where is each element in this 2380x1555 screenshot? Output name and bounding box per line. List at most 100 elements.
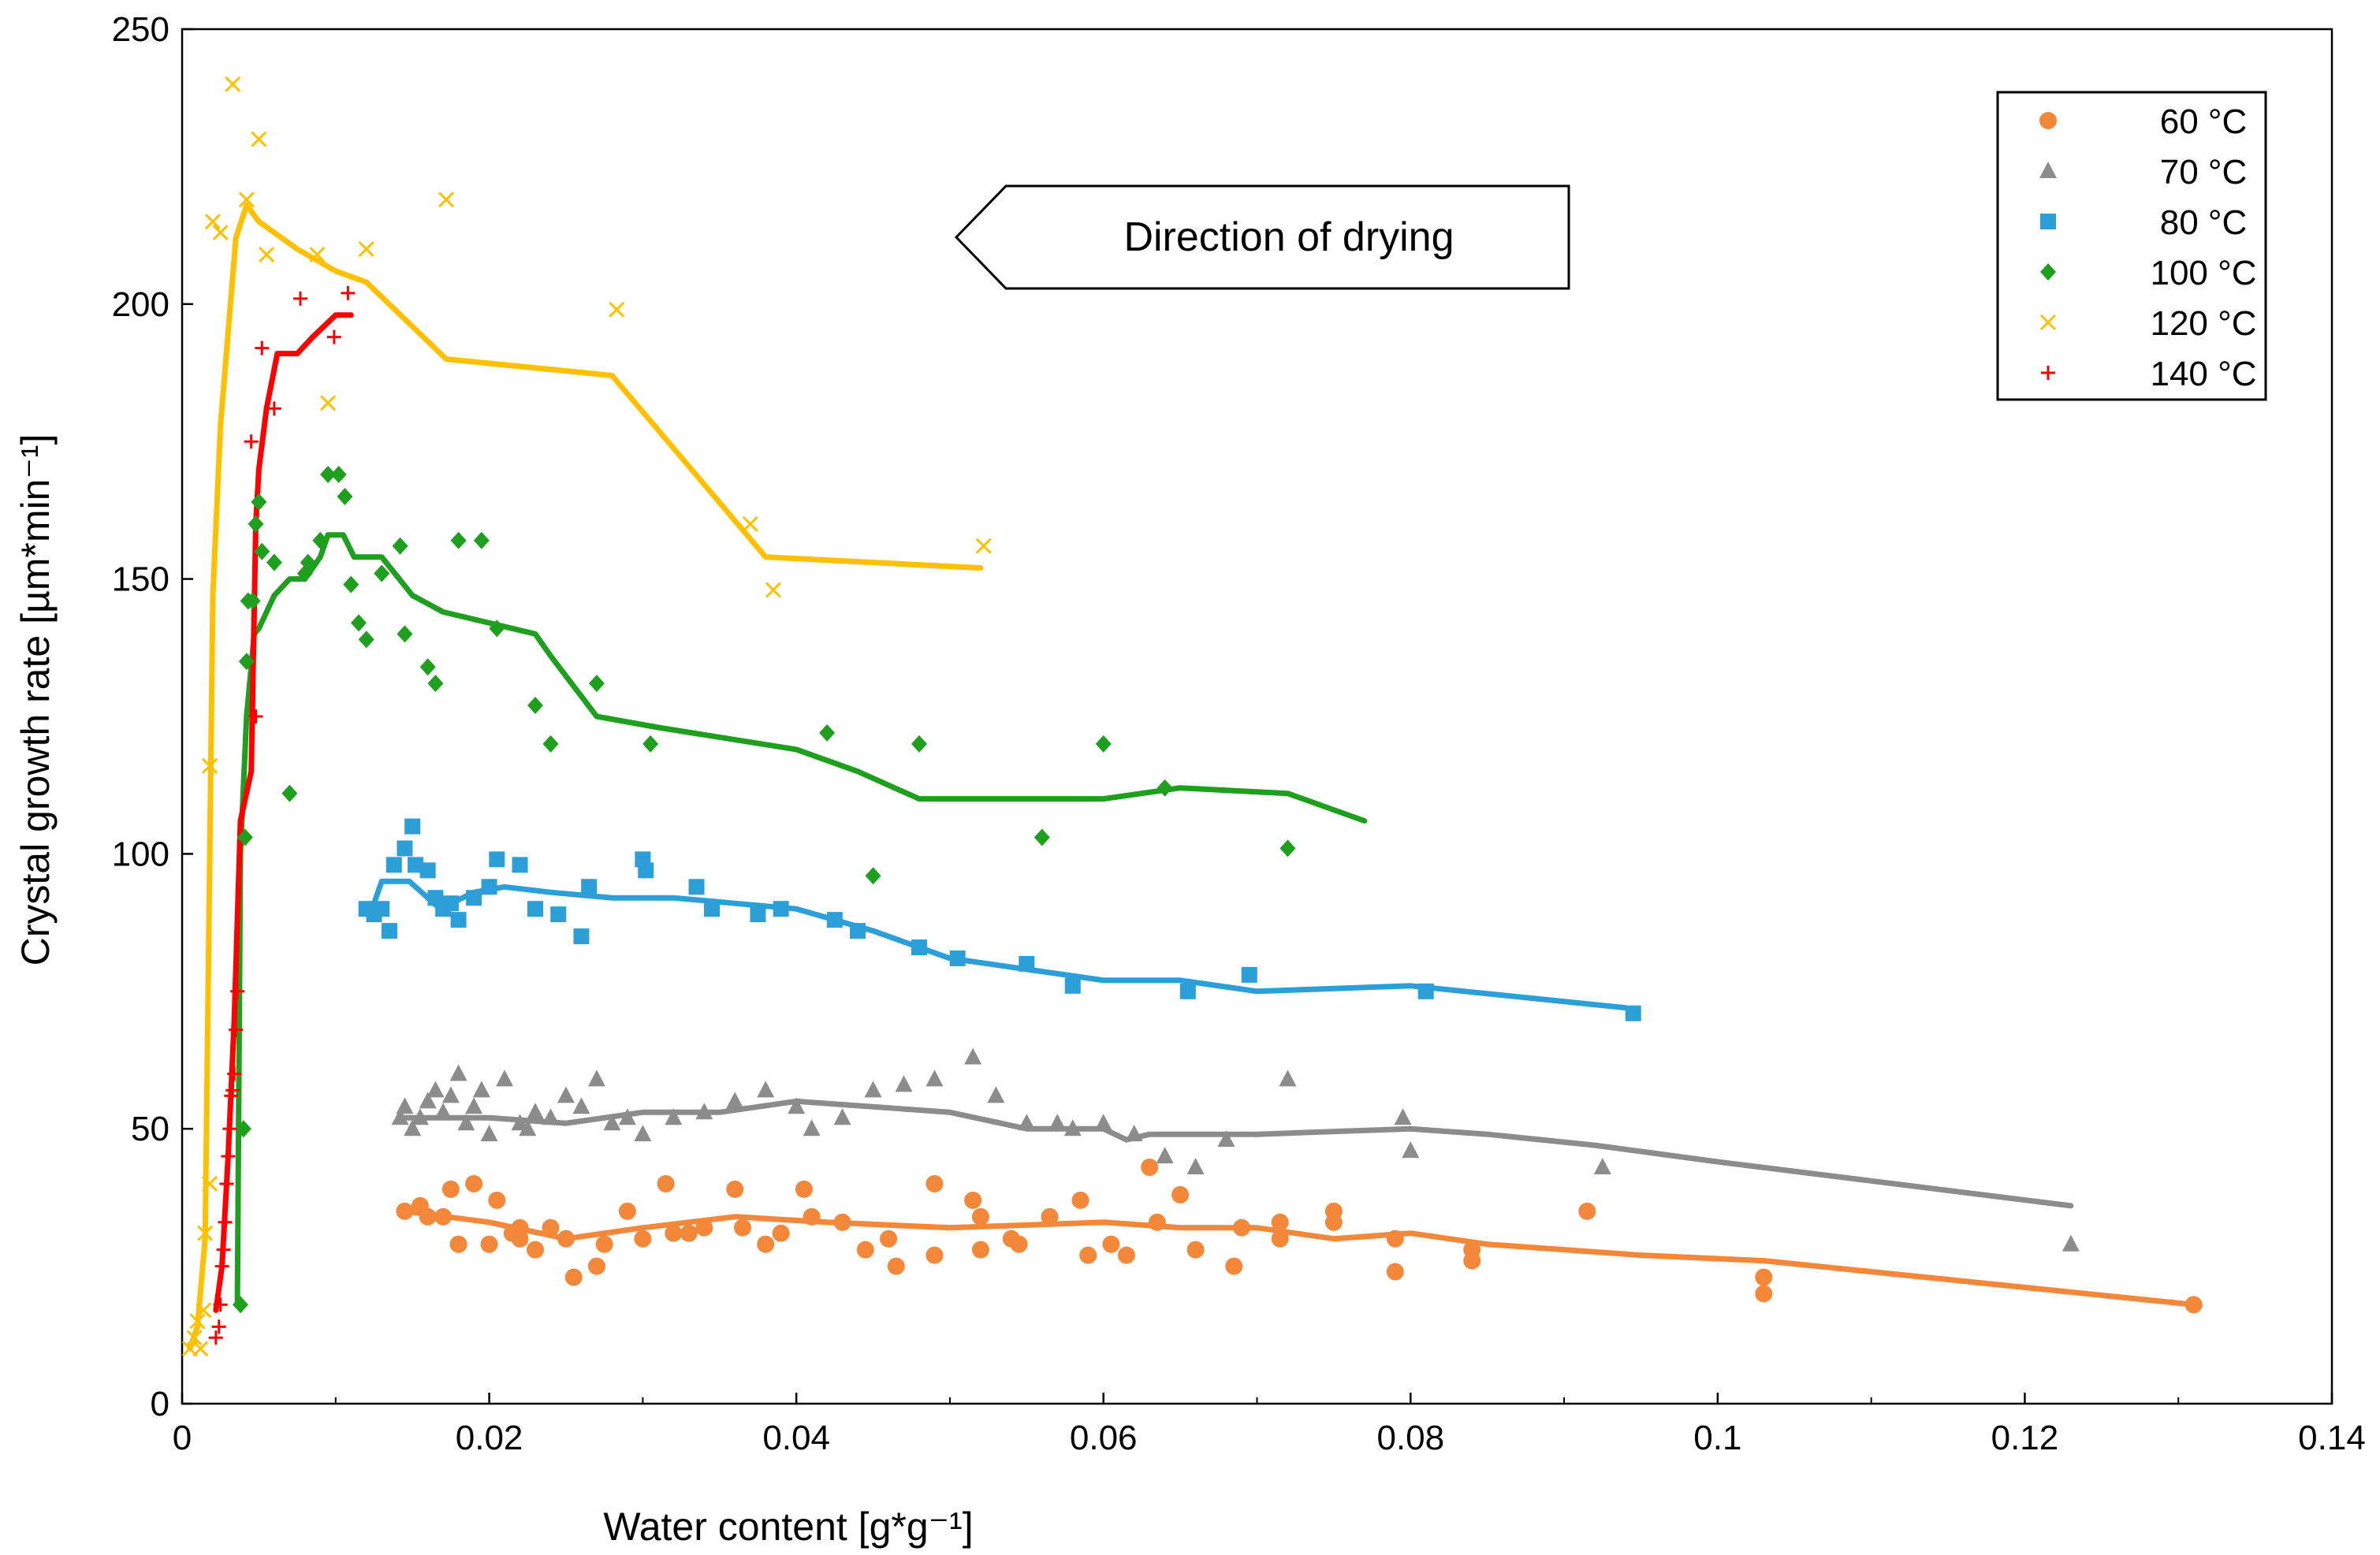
series-140-c-point	[214, 1259, 229, 1274]
series-100-c-point	[238, 653, 255, 671]
series-80-c-point	[404, 818, 421, 835]
series-70-c-point	[441, 1086, 460, 1103]
series-60-c-point	[1386, 1263, 1404, 1281]
series-70-c-point	[1186, 1158, 1205, 1175]
direction-of-drying-annotation: Direction of drying	[954, 184, 1570, 290]
series-140-c-point	[219, 1176, 234, 1191]
series-100-c-point	[865, 867, 881, 885]
legend-item-70-c-marker	[2039, 162, 2057, 178]
series-70-c-point	[496, 1070, 514, 1087]
series-60-c-point	[1271, 1229, 1289, 1248]
legend: 60 °C 70 °C 80 °C 100 °C 120 °C 140 °C	[1996, 91, 2267, 401]
series-70-c-point	[665, 1108, 683, 1125]
series-100-c-point	[300, 553, 316, 571]
series-60-c-point	[695, 1218, 713, 1237]
series-140-c-point	[208, 1330, 223, 1345]
series-70-c-point	[833, 1108, 851, 1125]
series-60-c-point	[657, 1174, 675, 1192]
series-140-c-point	[216, 1242, 231, 1257]
series-70-c-point	[2062, 1234, 2080, 1252]
series-60-c-point	[465, 1174, 483, 1192]
series-70-c-point	[587, 1070, 605, 1087]
series-60-c-point	[527, 1241, 545, 1259]
series-60-c-point	[511, 1229, 529, 1248]
series-120-c-point	[609, 301, 625, 318]
series-70-c-point	[1394, 1108, 1412, 1125]
series-70-c-point	[572, 1097, 590, 1114]
series-60-c-point	[926, 1246, 944, 1264]
series-100-c-trend-line	[234, 532, 1368, 1308]
series-80-c-point	[688, 879, 705, 895]
series-80-c-point	[704, 901, 721, 917]
y-tick-label: 150	[112, 560, 169, 599]
series-70-c-point	[895, 1075, 913, 1092]
series-100-c-point	[251, 493, 267, 511]
series-120-c-point	[202, 757, 218, 774]
series-100-c-points	[233, 466, 1296, 1314]
series-80-c-point	[911, 939, 927, 955]
legend-item-120-c: 120 °C	[2039, 304, 2257, 343]
series-120-c-point	[742, 515, 758, 532]
series-80-c-point	[826, 912, 843, 928]
series-60-c-point	[1225, 1257, 1243, 1275]
series-100-c-point	[374, 564, 390, 582]
x-tick-label: 0.12	[1991, 1419, 2059, 1457]
series-70-c-point	[519, 1119, 537, 1136]
series-60-c-point	[434, 1207, 453, 1226]
series-80-c-point	[773, 901, 789, 917]
series-140-c-point	[222, 1122, 237, 1136]
series-80-c-point	[1019, 955, 1035, 972]
series-140-c-point	[341, 285, 356, 300]
legend-item-70-c-label: 70 °C	[2160, 153, 2248, 192]
series-70-c-point	[926, 1070, 944, 1087]
series-70-c-point	[557, 1086, 575, 1103]
series-60-c-point	[757, 1235, 775, 1253]
series-60-c-point	[480, 1235, 498, 1253]
data-points	[181, 76, 2203, 1357]
series-100-c-point	[450, 531, 467, 549]
series-70-c-point	[527, 1103, 545, 1120]
series-60-c-point	[971, 1207, 989, 1226]
series-100-c-point	[542, 735, 559, 753]
series-60-c-point	[1755, 1285, 1773, 1303]
series-120-c-point	[358, 240, 374, 258]
series-100-c-point	[1034, 828, 1050, 846]
series-70-c-point	[1402, 1141, 1420, 1159]
series-70-c-point	[987, 1086, 1005, 1103]
series-60-c-point	[1148, 1213, 1166, 1231]
series-140-c-point	[255, 340, 270, 355]
series-100-c-point	[819, 724, 836, 742]
series-80-c-point	[581, 879, 598, 895]
series-120-c-point	[202, 1175, 218, 1192]
direction-arrow-shape	[954, 184, 1570, 290]
series-70-c-point	[396, 1097, 414, 1114]
series-100-c-point	[392, 537, 408, 555]
series-100-c-point	[489, 619, 505, 638]
series-100-c-point	[337, 487, 353, 505]
series-60-c-point	[1578, 1202, 1596, 1220]
legend-item-80-c: 80 °C	[2040, 203, 2247, 242]
series-70-c-point	[1593, 1158, 1611, 1175]
x-tick-label: 0.14	[2298, 1419, 2366, 1457]
series-140-c-point	[266, 401, 281, 416]
series-60-c-point	[1463, 1252, 1481, 1270]
y-axis-title: Crystal growth rate [µm*min⁻¹]	[13, 434, 58, 966]
series-120-c-point	[212, 225, 229, 241]
series-80-c-point	[949, 950, 966, 966]
series-60-c-point	[795, 1180, 813, 1198]
series-80-c-point	[481, 879, 497, 895]
series-70-c-point	[1048, 1114, 1067, 1131]
series-80-c-point	[397, 840, 413, 857]
series-70-c-point	[542, 1108, 560, 1125]
series-100-c-point	[248, 515, 264, 533]
series-60-c-point	[726, 1180, 744, 1198]
series-70-c-point	[757, 1081, 775, 1098]
series-60-c-point	[1186, 1241, 1205, 1259]
series-70-c-point	[480, 1125, 498, 1142]
series-100-c-point	[1095, 735, 1112, 753]
series-70-c-point	[864, 1081, 882, 1098]
legend-item-120-c-label: 120 °C	[2150, 304, 2256, 343]
series-60-c-point	[1386, 1229, 1404, 1248]
series-60-c-point	[803, 1207, 821, 1226]
series-100-c-point	[330, 466, 347, 484]
